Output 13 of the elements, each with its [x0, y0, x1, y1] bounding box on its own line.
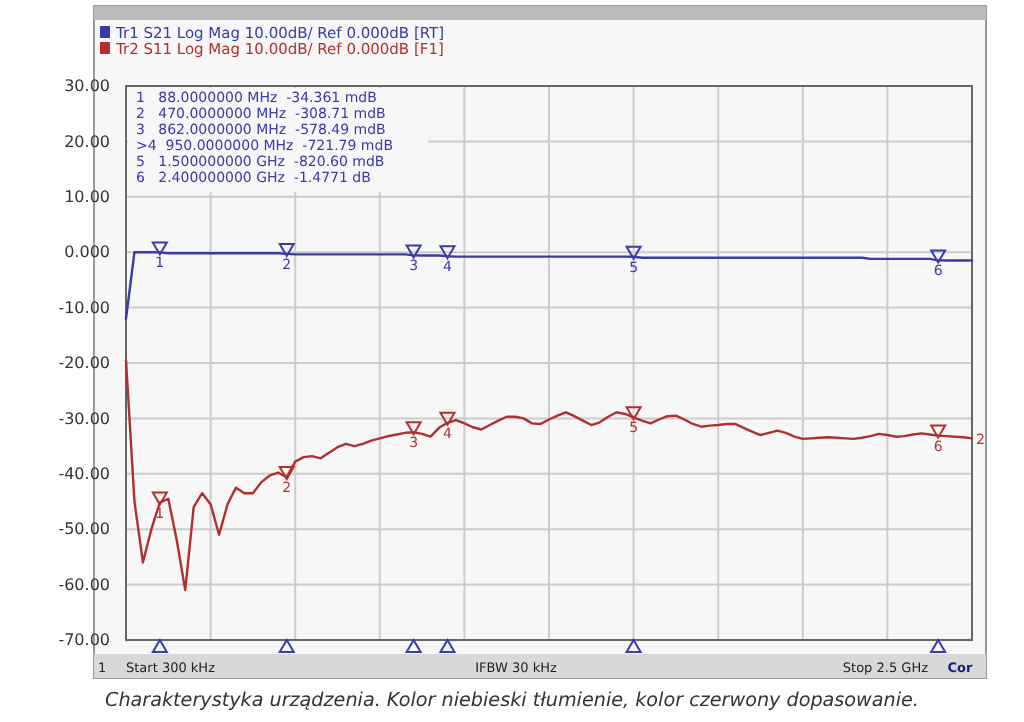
- y-tick-label: 10.00: [64, 187, 110, 206]
- text: Charakterystyka urządzenia. Kolor niebieski tłumienie, kolor czerwony dopasowanie.: [105, 690, 919, 712]
- y-tick-label: -30.00: [58, 409, 110, 428]
- y-tick-label: -10.00: [58, 298, 110, 317]
- y-tick-label: 20.00: [64, 132, 110, 151]
- y-tick-label: 0.000: [64, 243, 110, 262]
- y-tick-label: -50.00: [58, 520, 110, 539]
- y-tick-label: -60.00: [58, 575, 110, 594]
- y-tick-label: -70.00: [58, 631, 110, 650]
- line-series: [124, 359, 974, 592]
- y-tick-label: 30.00: [64, 77, 110, 96]
- y-tick-label: -20.00: [58, 354, 110, 373]
- y-tick-label: -40.00: [58, 464, 110, 483]
